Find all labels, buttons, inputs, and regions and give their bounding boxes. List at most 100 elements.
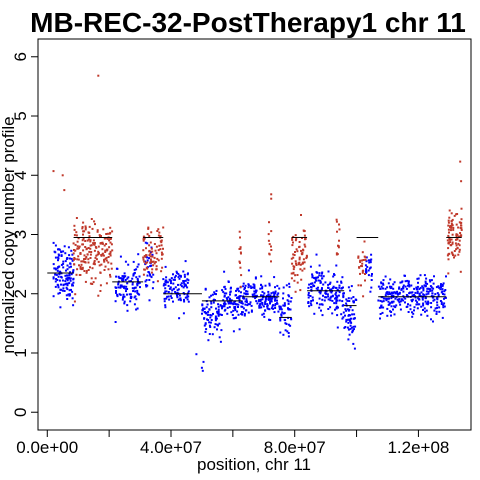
data-point [361,270,364,273]
data-point [345,320,348,323]
data-point [305,257,308,260]
data-point [75,273,78,276]
data-point [443,302,446,305]
data-point [255,300,258,303]
data-point [389,285,391,288]
data-point [54,280,57,283]
data-point [152,281,155,284]
data-point [95,254,98,257]
data-point [268,298,271,301]
data-point [347,286,350,289]
data-point [261,298,264,301]
data-point [362,295,365,298]
data-point [352,325,355,328]
data-point [71,259,74,262]
data-point [98,264,101,267]
data-point [84,228,87,231]
data-point [270,307,273,310]
data-point [326,293,329,296]
data-point [92,262,95,265]
data-point [354,298,357,301]
data-point [409,304,412,307]
x-tick-label: 4.0e+07 [140,438,202,457]
data-point [292,268,295,271]
data-point [59,306,62,309]
data-point [106,237,109,240]
y-tick-label: 1 [11,348,30,357]
data-point [447,224,450,227]
data-point [152,260,155,263]
data-point [110,267,113,270]
data-point [238,260,241,263]
data-point [408,285,411,288]
data-point [154,261,157,263]
data-point [267,293,270,296]
data-point [335,300,338,303]
data-point [220,314,223,316]
data-point [78,264,80,267]
data-point [379,287,382,290]
data-point [407,303,409,306]
data-point [68,282,71,285]
data-point [87,258,90,261]
data-point [277,292,280,295]
data-point [185,284,187,287]
data-point [232,317,235,320]
data-point [322,283,325,286]
data-point [455,244,458,247]
data-point [353,313,356,316]
data-point [292,272,295,275]
data-point [125,290,127,293]
data-point [426,303,429,306]
data-point [219,304,222,307]
data-point [84,258,86,260]
data-point [304,245,307,248]
data-point [206,313,209,316]
data-point [405,294,408,296]
data-point [425,302,428,305]
data-point [70,257,73,260]
data-point [115,286,118,289]
data-point [369,266,372,269]
data-point [276,299,278,302]
data-point [369,290,372,293]
data-point [430,306,433,309]
data-point [404,280,407,283]
data-point [157,228,160,231]
data-point [340,313,343,316]
data-point [242,282,245,285]
data-point [208,333,211,335]
data-point [117,281,120,284]
data-point [401,280,404,283]
data-point [106,232,109,235]
data-point [66,282,69,285]
data-point [217,314,220,317]
data-point [237,296,240,299]
data-point [349,319,351,322]
data-point [151,260,154,263]
data-point [250,309,253,312]
data-point [66,288,69,291]
data-point [271,305,274,308]
data-point [93,263,96,266]
data-point [301,237,303,239]
data-point [208,321,211,324]
data-point [71,253,74,256]
data-point [238,298,241,301]
y-axis-label: normalized copy number profile [0,116,18,353]
data-point [403,296,406,299]
data-point [79,265,82,268]
data-point [381,311,384,314]
data-point [147,227,150,230]
data-point [239,247,242,250]
data-point [270,299,273,302]
data-point [370,274,373,277]
data-point [370,253,373,256]
data-point [212,301,215,304]
data-point [346,326,349,329]
data-point [136,278,139,280]
data-point [450,212,453,215]
data-point [431,296,434,299]
data-point [254,276,257,279]
